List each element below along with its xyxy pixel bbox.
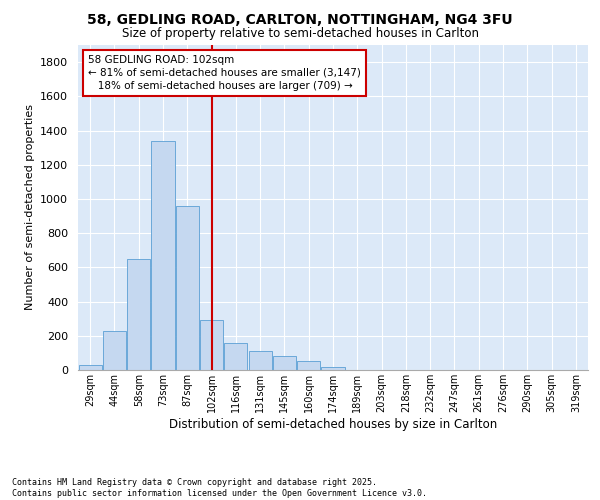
Text: Size of property relative to semi-detached houses in Carlton: Size of property relative to semi-detach… — [121, 28, 479, 40]
Bar — [151, 141, 175, 370]
Y-axis label: Number of semi-detached properties: Number of semi-detached properties — [25, 104, 35, 310]
Bar — [176, 206, 199, 370]
Bar — [322, 366, 344, 370]
Bar — [200, 320, 223, 370]
Bar — [297, 362, 320, 370]
Bar — [79, 365, 101, 370]
Bar — [103, 330, 126, 370]
Text: Contains HM Land Registry data © Crown copyright and database right 2025.
Contai: Contains HM Land Registry data © Crown c… — [12, 478, 427, 498]
Text: 58, GEDLING ROAD, CARLTON, NOTTINGHAM, NG4 3FU: 58, GEDLING ROAD, CARLTON, NOTTINGHAM, N… — [87, 12, 513, 26]
Bar — [273, 356, 296, 370]
Bar — [127, 259, 150, 370]
Text: 58 GEDLING ROAD: 102sqm
← 81% of semi-detached houses are smaller (3,147)
   18%: 58 GEDLING ROAD: 102sqm ← 81% of semi-de… — [88, 54, 361, 91]
Bar — [224, 342, 247, 370]
Bar — [248, 351, 272, 370]
X-axis label: Distribution of semi-detached houses by size in Carlton: Distribution of semi-detached houses by … — [169, 418, 497, 430]
